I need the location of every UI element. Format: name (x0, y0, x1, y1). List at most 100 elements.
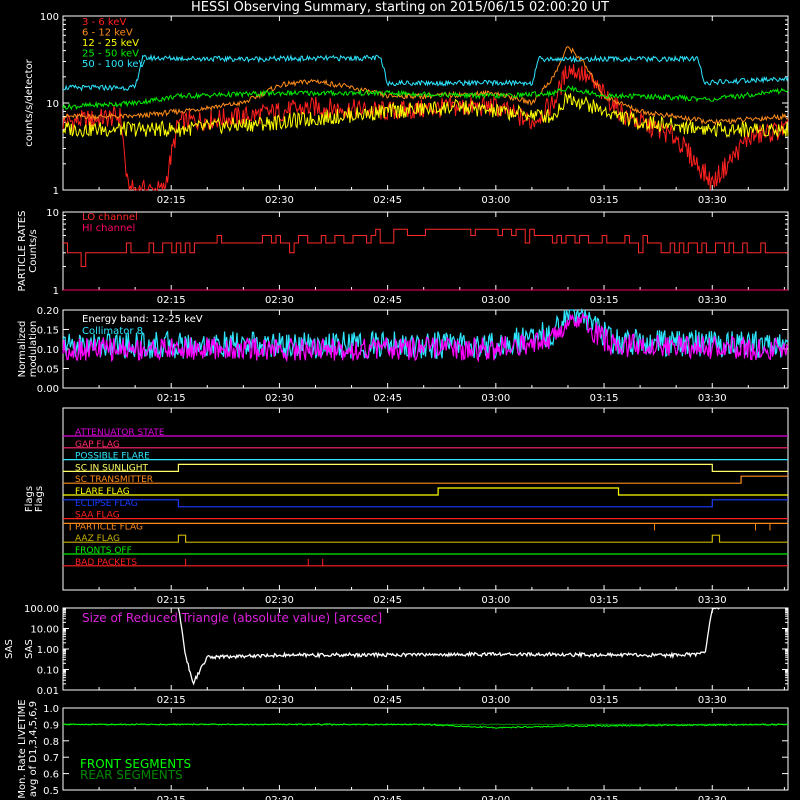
livetime-y-tick-label: 0.5 (43, 786, 59, 797)
sas-y-tick-label: 1.00 (37, 645, 59, 656)
flags-flag-label: ATTENUATOR STATE (75, 428, 165, 438)
modulation-time-label: 03:00 (481, 393, 510, 404)
counts-time-label: 02:45 (373, 195, 402, 206)
livetime-y-tick-label: 1.0 (43, 704, 59, 715)
flags-flag-line (63, 487, 788, 496)
counts-series-line (62, 91, 789, 139)
flags-time-label: 03:00 (481, 595, 510, 606)
modulation-legend-entry: Collimator 8 (82, 326, 143, 337)
flags-time-label: 02:45 (373, 595, 402, 606)
flags-time-label: 03:15 (590, 595, 619, 606)
livetime-time-label: 03:00 (481, 795, 510, 800)
sas-time-label: 03:15 (590, 695, 619, 706)
sas-y-tick-label: 0.10 (37, 666, 59, 677)
particle-ylabel: PARTICLE RATES (17, 211, 28, 292)
flags-flag-label: SC TRANSMITTER (75, 475, 153, 485)
flags-flag-label: AAZ FLAG (75, 534, 120, 544)
counts-time-label: 03:15 (590, 195, 619, 206)
modulation-ylabel: Normalized (17, 321, 28, 378)
particle-legend-entry: HI channel (82, 223, 135, 234)
modulation-ylabel: modulation (28, 321, 39, 378)
livetime-series-line (63, 723, 788, 729)
counts-time-label: 03:00 (481, 195, 510, 206)
flags-flag-line (63, 463, 788, 472)
livetime-y-tick-label: 0.8 (43, 737, 59, 748)
flags-flag-label: FLARE FLAG (75, 487, 130, 497)
particle-time-label: 03:30 (698, 295, 727, 306)
sas-y-tick-label: 10.00 (30, 625, 59, 636)
livetime-y-tick-label: 0.6 (43, 770, 59, 781)
flags-flag-label: BAD PACKETS (75, 558, 137, 568)
counts-ylabel: counts/s/detector (24, 58, 35, 146)
flags-flag-line (63, 499, 788, 508)
sas-time-label: 03:30 (698, 695, 727, 706)
sas-y-tick-label: 100.00 (24, 604, 59, 615)
livetime-ylabel: avg of D1,3,4,5,6,9 (28, 701, 39, 797)
flags-time-label: 03:30 (698, 595, 727, 606)
counts-time-label: 02:30 (265, 195, 294, 206)
counts-legend-entry: 25 - 50 keV (82, 49, 139, 60)
sas-ylabel: SAS (4, 639, 15, 659)
modulation-time-label: 02:15 (157, 393, 186, 404)
modulation-time-label: 02:45 (373, 393, 402, 404)
modulation-time-label: 02:30 (265, 393, 294, 404)
flags-flag-line (63, 475, 788, 484)
page-title: HESSI Observing Summary, starting on 201… (191, 0, 609, 15)
modulation-y-tick-label: 0.20 (37, 306, 59, 317)
sas-series-line (177, 607, 720, 686)
sas-time-label: 03:00 (481, 695, 510, 706)
particle-time-label: 02:15 (157, 295, 186, 306)
modulation-y-tick-label: 0.15 (37, 326, 59, 337)
flags-flag-label: SC IN SUNLIGHT (75, 463, 149, 473)
livetime-frame (62, 707, 789, 791)
modulation-time-label: 03:30 (698, 393, 727, 404)
flags-frame (62, 407, 789, 591)
flags-flag-label: ECLIPSE FLAG (75, 499, 138, 509)
livetime-time-label: 02:15 (157, 795, 186, 800)
livetime-y-tick-label: 0.7 (43, 753, 59, 764)
particle-time-label: 02:45 (373, 295, 402, 306)
sas-time-label: 02:15 (157, 695, 186, 706)
counts-y-tick-label: 10 (46, 99, 59, 110)
modulation-y-tick-label: 0.00 (37, 384, 59, 395)
livetime-time-label: 02:30 (265, 795, 294, 800)
particle-y-tick-label: 1 (53, 286, 59, 297)
counts-y-tick-label: 1 (53, 186, 59, 197)
livetime-ylabel: Mon. Rate LIVETIME (17, 699, 28, 798)
flags-flag-line (63, 534, 788, 543)
particle-time-label: 03:00 (481, 295, 510, 306)
sas-time-label: 02:30 (265, 695, 294, 706)
modulation-annotation: Energy band: 12-25 keV (82, 314, 203, 325)
counts-series-line (62, 53, 789, 92)
livetime-y-tick-label: 0.9 (43, 720, 59, 731)
sas-title: Size of Reduced Triangle (absolute value… (82, 611, 382, 625)
particle-y-tick-label: 10 (46, 208, 59, 219)
counts-series-line (62, 46, 789, 126)
flags-flag-label: SAA FLAG (75, 511, 120, 521)
counts-frame (62, 15, 789, 191)
counts-legend-entry: 3 - 6 keV (82, 17, 126, 28)
flags-ylabel: Flags (24, 486, 35, 512)
sas-time-label: 02:45 (373, 695, 402, 706)
sas-y-tick-label: 0.01 (37, 686, 59, 697)
flags-flag-label: FRONTS OFF (75, 546, 132, 556)
counts-time-label: 03:30 (698, 195, 727, 206)
counts-y-tick-label: 100 (40, 12, 59, 23)
livetime-time-label: 02:45 (373, 795, 402, 800)
particle-ylabel: Counts/s (28, 229, 39, 273)
flags-ylabel: Flags (34, 486, 45, 512)
modulation-y-tick-label: 0.10 (37, 345, 59, 356)
modulation-y-tick-label: 0.05 (37, 365, 59, 376)
particle-series-line (63, 228, 788, 267)
particle-time-label: 03:15 (590, 295, 619, 306)
counts-time-label: 02:15 (157, 195, 186, 206)
flags-flag-label: POSSIBLE FLARE (75, 452, 150, 462)
particle-time-label: 02:30 (265, 295, 294, 306)
modulation-series-line (62, 311, 789, 363)
flags-time-label: 02:30 (265, 595, 294, 606)
counts-legend-entry: 50 - 100 keV (82, 59, 146, 70)
counts-legend-entry: 12 - 25 keV (82, 38, 139, 49)
modulation-time-label: 03:15 (590, 393, 619, 404)
flags-flag-label: PARTICLE FLAG (75, 522, 143, 532)
